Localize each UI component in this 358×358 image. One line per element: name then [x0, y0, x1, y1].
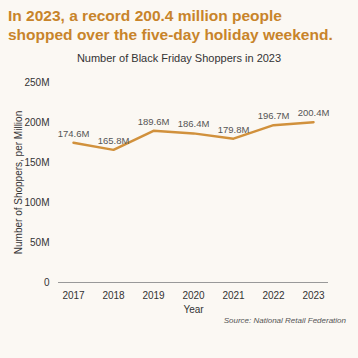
svg-text:0: 0	[44, 277, 50, 288]
svg-text:165.8M: 165.8M	[98, 135, 130, 146]
svg-text:2019: 2019	[142, 290, 165, 301]
svg-text:186.4M: 186.4M	[178, 118, 210, 129]
svg-text:150M: 150M	[24, 157, 49, 168]
svg-text:189.6M: 189.6M	[138, 116, 170, 127]
svg-text:2018: 2018	[102, 290, 125, 301]
svg-text:200.4M: 200.4M	[298, 107, 330, 118]
svg-text:2020: 2020	[182, 290, 205, 301]
svg-text:Year: Year	[183, 304, 204, 315]
svg-text:250M: 250M	[24, 77, 49, 88]
svg-text:50M: 50M	[30, 237, 49, 248]
html-text:In 2023, a record 200.4 millio: In 2023, a record 200.4 million people s…	[8, 7, 333, 43]
svg-text:200M: 200M	[24, 117, 49, 128]
svg-text:196.7M: 196.7M	[258, 110, 290, 121]
html-text:Source: National Retail Federa: Source: National Retail Federation	[223, 316, 346, 325]
svg-text:2023: 2023	[302, 290, 325, 301]
svg-text:Number of Shoppers, per Millio: Number of Shoppers, per Million	[13, 111, 24, 254]
svg-text:179.8M: 179.8M	[218, 124, 250, 135]
html-text:Number of Black Friday Shopper: Number of Black Friday Shoppers in 2023	[76, 52, 282, 64]
svg-text:2022: 2022	[262, 290, 285, 301]
svg-text:174.6M: 174.6M	[58, 128, 90, 139]
svg-text:2021: 2021	[222, 290, 245, 301]
svg-text:100M: 100M	[24, 197, 49, 208]
svg-text:2017: 2017	[62, 290, 85, 301]
